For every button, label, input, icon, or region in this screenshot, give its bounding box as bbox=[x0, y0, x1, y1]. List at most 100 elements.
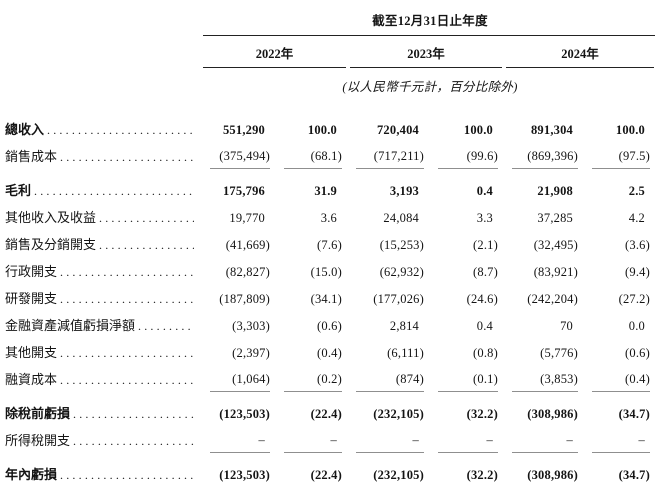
dot-leader bbox=[47, 122, 194, 138]
value-cell: – bbox=[356, 426, 424, 453]
year-header-2022: 2022年 bbox=[203, 36, 346, 68]
value-cell: (187,809) bbox=[219, 292, 270, 306]
value-cell: (22.4) bbox=[310, 407, 342, 421]
value-cell: 3.6 bbox=[320, 211, 337, 225]
value-cell: 70 bbox=[560, 319, 573, 333]
dot-leader bbox=[60, 291, 194, 307]
value-cell: (62,932) bbox=[379, 265, 424, 279]
value-cell: (874) bbox=[356, 365, 424, 392]
value-cell: (717,211) bbox=[356, 142, 424, 169]
row-label: 行政開支 bbox=[5, 257, 196, 284]
value-cell: (5,776) bbox=[540, 346, 578, 360]
value-cell: (0.2) bbox=[284, 365, 342, 392]
value-cell: 3.3 bbox=[476, 211, 493, 225]
row-label: 其他收入及收益 bbox=[5, 203, 196, 230]
value-cell: 0.4 bbox=[476, 319, 493, 333]
value-cell: (232,105) bbox=[373, 468, 424, 482]
value-cell: 720,404 bbox=[376, 123, 419, 137]
row-label: 研發開支 bbox=[5, 284, 196, 311]
row-label: 毛利 bbox=[5, 169, 196, 203]
value-cell: 0.0 bbox=[628, 319, 645, 333]
dot-leader bbox=[60, 372, 194, 388]
value-cell: (34.1) bbox=[310, 292, 342, 306]
period-header: 截至12月31日止年度 bbox=[372, 14, 488, 28]
row-label: 所得稅開支 bbox=[5, 426, 196, 453]
dot-leader bbox=[99, 237, 194, 253]
value-cell: (242,204) bbox=[527, 292, 578, 306]
dot-leader bbox=[73, 433, 194, 449]
value-cell: – bbox=[210, 426, 270, 453]
value-cell: (0.8) bbox=[473, 346, 498, 360]
value-cell: (0.1) bbox=[438, 365, 498, 392]
value-cell: (15.0) bbox=[310, 265, 342, 279]
value-cell: (123,503) bbox=[219, 407, 270, 421]
value-cell: (97.5) bbox=[592, 142, 650, 169]
value-cell: 0.4 bbox=[476, 184, 493, 198]
value-cell: 2,814 bbox=[389, 319, 419, 333]
value-cell: 19,770 bbox=[229, 211, 265, 225]
value-cell: 551,290 bbox=[222, 123, 265, 137]
dot-leader bbox=[60, 467, 194, 483]
value-cell: (375,494) bbox=[210, 142, 270, 169]
dot-leader bbox=[34, 183, 194, 199]
value-cell: (32.2) bbox=[466, 407, 498, 421]
row-label: 銷售及分銷開支 bbox=[5, 230, 196, 257]
value-cell: (99.6) bbox=[438, 142, 498, 169]
value-cell: – bbox=[438, 426, 498, 453]
value-cell: (7.6) bbox=[317, 238, 342, 252]
value-cell: (869,396) bbox=[512, 142, 578, 169]
value-cell: (24.6) bbox=[466, 292, 498, 306]
dot-leader bbox=[60, 149, 194, 165]
year-header-2023: 2023年 bbox=[350, 36, 502, 68]
value-cell: (308,986) bbox=[527, 468, 578, 482]
period-header-rule bbox=[203, 35, 655, 36]
value-cell: 21,908 bbox=[537, 184, 573, 198]
value-cell: – bbox=[512, 426, 578, 453]
value-cell: (9.4) bbox=[625, 265, 650, 279]
value-cell: (27.2) bbox=[618, 292, 650, 306]
value-cell: (1,064) bbox=[210, 365, 270, 392]
value-cell: (32.2) bbox=[466, 468, 498, 482]
value-cell: (232,105) bbox=[373, 407, 424, 421]
value-cell: (3.6) bbox=[625, 238, 650, 252]
dot-leader bbox=[99, 210, 194, 226]
value-cell: (34.7) bbox=[618, 407, 650, 421]
row-label: 融資成本 bbox=[5, 365, 196, 392]
value-cell: 100.0 bbox=[463, 123, 493, 137]
value-cell: – bbox=[284, 426, 342, 453]
row-label: 總收入 bbox=[5, 115, 196, 142]
value-cell: (123,503) bbox=[219, 468, 270, 482]
value-cell: (32,495) bbox=[533, 238, 578, 252]
value-cell: – bbox=[592, 426, 650, 453]
value-cell: 100.0 bbox=[307, 123, 337, 137]
value-cell: (68.1) bbox=[284, 142, 342, 169]
unit-note: (以人民幣千元計，百分比除外) bbox=[342, 80, 518, 94]
row-label: 除稅前虧損 bbox=[5, 392, 196, 426]
year-header-2024: 2024年 bbox=[506, 36, 654, 68]
dot-leader bbox=[73, 406, 194, 422]
row-label: 金融資產減值虧損淨額 bbox=[5, 311, 196, 338]
value-cell: (3,853) bbox=[512, 365, 578, 392]
value-cell: 2.5 bbox=[628, 184, 645, 198]
value-cell: 100.0 bbox=[615, 123, 645, 137]
row-label: 銷售成本 bbox=[5, 142, 196, 169]
value-cell: 175,796 bbox=[222, 184, 265, 198]
value-cell: (2,397) bbox=[232, 346, 270, 360]
value-cell: (0.6) bbox=[625, 346, 650, 360]
value-cell: 24,084 bbox=[383, 211, 419, 225]
value-cell: 31.9 bbox=[314, 184, 337, 198]
value-cell: (177,026) bbox=[373, 292, 424, 306]
value-cell: (6,111) bbox=[387, 346, 424, 360]
row-label: 其他開支 bbox=[5, 338, 196, 365]
value-cell: (34.7) bbox=[618, 468, 650, 482]
value-cell: 37,285 bbox=[537, 211, 573, 225]
value-cell: (83,921) bbox=[533, 265, 578, 279]
value-cell: (22.4) bbox=[310, 468, 342, 482]
value-cell: (0.4) bbox=[317, 346, 342, 360]
value-cell: (41,669) bbox=[225, 238, 270, 252]
value-cell: (308,986) bbox=[527, 407, 578, 421]
value-cell: (0.6) bbox=[317, 319, 342, 333]
value-cell: (3,303) bbox=[232, 319, 270, 333]
